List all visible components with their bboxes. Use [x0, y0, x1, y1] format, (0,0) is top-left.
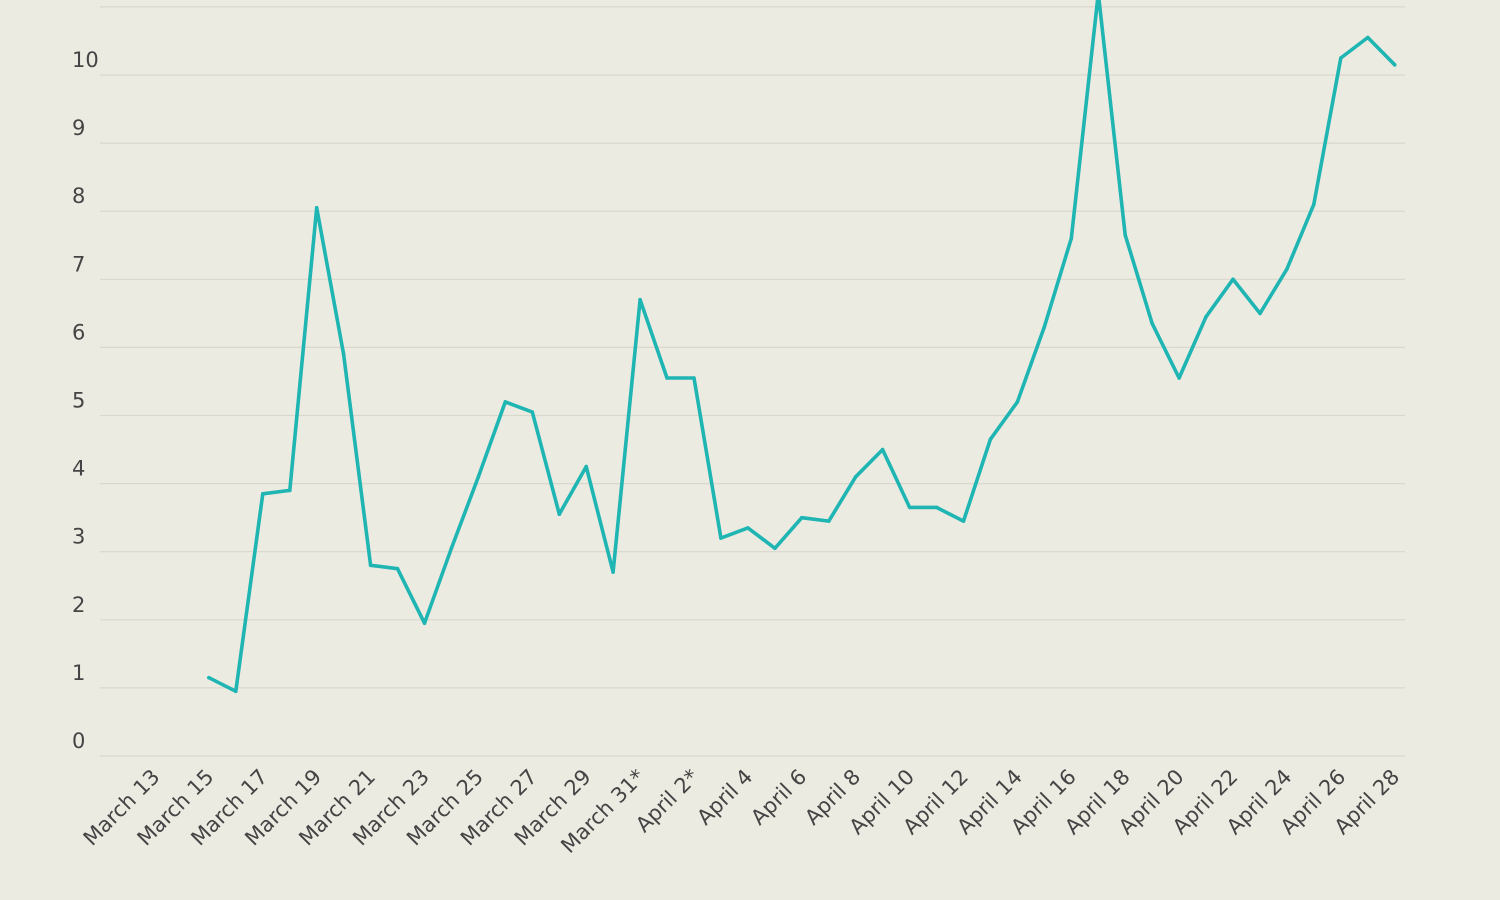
data-point	[988, 437, 993, 442]
data-point	[314, 206, 319, 210]
data-point	[1069, 236, 1074, 241]
data-point	[341, 352, 346, 357]
series-line-0	[207, 0, 1397, 694]
x-tick-label: April 6	[746, 765, 811, 830]
data-point	[557, 512, 562, 516]
data-point	[880, 447, 885, 452]
data-point	[1392, 63, 1397, 67]
data-point	[665, 376, 669, 380]
y-tick-label: 5	[72, 389, 85, 413]
data-point	[827, 519, 831, 523]
data-point	[207, 675, 211, 680]
data-point	[395, 566, 400, 571]
y-tick-label: 1	[72, 661, 85, 685]
data-point	[1204, 315, 1208, 319]
data-point	[773, 546, 777, 551]
data-point	[611, 570, 615, 574]
y-tick-label: 0	[72, 729, 85, 753]
data-point	[1339, 56, 1343, 60]
y-tick-label: 6	[72, 320, 85, 344]
data-point	[1042, 325, 1047, 329]
data-point	[800, 515, 804, 520]
data-point	[1231, 277, 1235, 282]
series-group	[207, 0, 1397, 694]
y-axis-tick-labels: 0 1 2 3 4 5 6 7 8 9 10	[72, 48, 99, 753]
gridlines	[100, 6, 1405, 757]
y-tick-label: 3	[72, 525, 85, 549]
data-point	[1177, 376, 1181, 380]
y-tick-label: 9	[72, 116, 85, 140]
data-point	[1123, 233, 1127, 237]
data-point	[476, 475, 481, 479]
y-tick-label: 8	[72, 184, 85, 208]
data-point	[530, 410, 535, 414]
data-point	[584, 464, 588, 469]
data-point	[934, 505, 939, 510]
data-point	[449, 546, 454, 551]
data-point	[907, 505, 912, 510]
data-point	[1150, 321, 1154, 326]
y-tick-label: 4	[72, 457, 85, 481]
data-point	[368, 563, 373, 568]
data-point	[261, 492, 265, 496]
data-point	[638, 297, 642, 302]
y-tick-label: 10	[72, 48, 99, 72]
data-point	[288, 488, 292, 493]
x-tick-label: April 4	[692, 765, 757, 830]
data-point	[853, 475, 858, 479]
y-tick-label: 7	[72, 252, 85, 276]
data-point	[1015, 400, 1020, 404]
data-point	[746, 526, 750, 530]
data-point	[961, 519, 966, 523]
data-point	[1285, 267, 1289, 271]
data-point	[1312, 202, 1316, 207]
data-point	[503, 400, 508, 404]
data-point	[234, 689, 238, 694]
data-point	[692, 376, 696, 380]
data-point	[719, 536, 723, 540]
data-point	[1258, 311, 1262, 316]
data-point	[422, 621, 427, 625]
data-point	[1366, 35, 1370, 40]
y-tick-label: 2	[72, 593, 85, 617]
